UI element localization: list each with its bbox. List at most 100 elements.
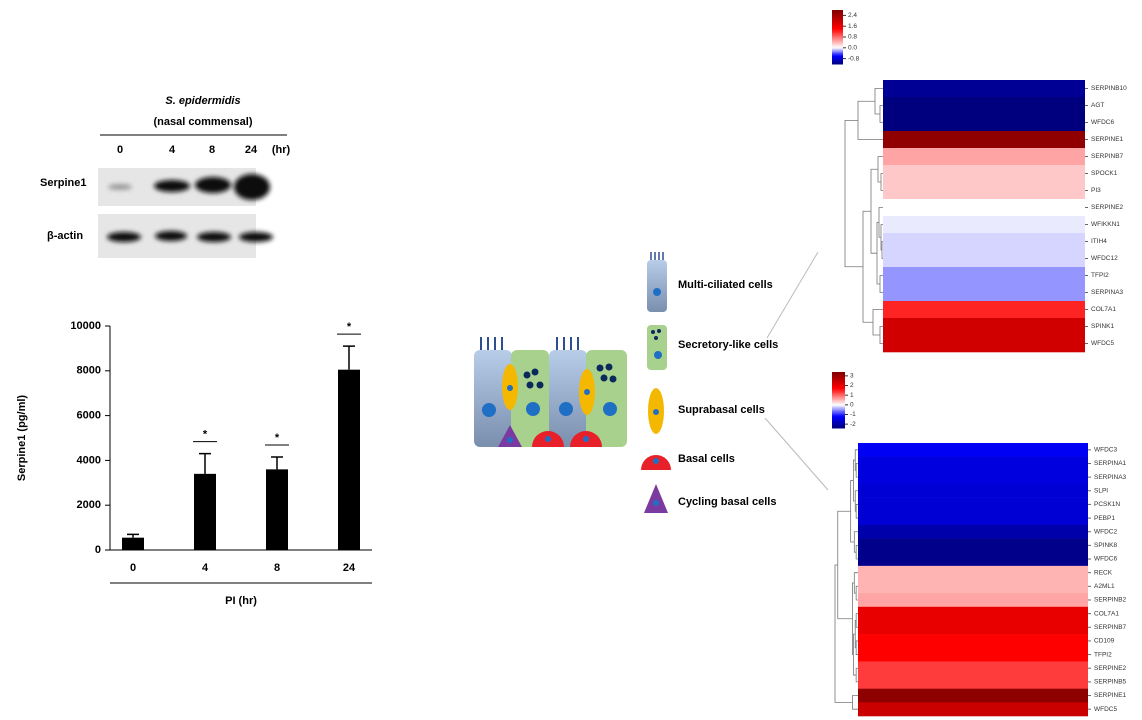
colorbar-tick-label: 1	[850, 392, 854, 399]
y-tick-label: 2000	[77, 499, 101, 511]
colorbar-segment	[832, 49, 843, 51]
heatmap-cell	[858, 524, 1088, 539]
colorbar-segment	[832, 379, 845, 381]
colorbar-segment	[832, 26, 843, 29]
row-label: SERPINA3	[1091, 289, 1124, 296]
heatmap-cell	[858, 606, 1088, 621]
colorbar-segment	[832, 377, 845, 380]
row-label: WFDC5	[1091, 340, 1114, 347]
error-bar	[199, 452, 211, 474]
row-label: SPOCK1	[1091, 170, 1118, 177]
bar	[266, 469, 288, 550]
row-label: PEBP1	[1094, 515, 1115, 522]
colorbar-segment	[832, 381, 845, 384]
x-tick-label: 8	[274, 562, 280, 574]
colorbar-segment	[832, 43, 843, 46]
dendrogram	[855, 463, 858, 478]
dendrogram	[855, 613, 858, 628]
row-label: WFDC2	[1094, 528, 1117, 535]
colorbar-segment	[832, 27, 843, 30]
dendrogram	[854, 449, 858, 471]
colorbar-segment	[832, 409, 845, 412]
error-bar	[127, 533, 139, 538]
dendrogram	[854, 490, 858, 512]
bar	[122, 537, 144, 550]
heatmap-cell	[883, 80, 1085, 98]
row-label: PCSK1N	[1094, 501, 1120, 508]
x-tick-label: 24	[343, 562, 356, 574]
row-label: SPINK8	[1094, 542, 1118, 549]
colorbar-segment	[832, 376, 845, 379]
row-label: SPINK1	[1091, 323, 1115, 330]
colorbar-segment	[832, 423, 845, 426]
y-tick-label: 0	[95, 544, 101, 556]
row-label: WFDC6	[1091, 119, 1114, 126]
heatmap-cell	[858, 470, 1088, 485]
dendrogram	[855, 544, 858, 560]
colorbar-segment	[832, 14, 843, 16]
colorbar-segment	[832, 12, 843, 15]
colorbar-segment	[832, 372, 845, 374]
colorbar-segment	[832, 22, 843, 24]
heatmap-cell	[883, 199, 1085, 217]
dendrogram	[874, 88, 883, 115]
colorbar-segment	[832, 387, 845, 390]
row-label: COL7A1	[1094, 610, 1119, 617]
colorbar-segment	[832, 55, 843, 58]
colorbar-segment	[832, 404, 845, 407]
colorbar-segment	[832, 10, 843, 12]
heatmap-cell	[858, 552, 1088, 567]
colorbar-segment	[832, 58, 843, 61]
heatmap-cell	[883, 216, 1085, 234]
cell-label: Suprabasal cells	[678, 404, 765, 416]
significance-label: *	[275, 432, 280, 444]
dendrogram	[880, 173, 883, 191]
colorbar-segment	[832, 414, 845, 416]
colorbar-segment	[832, 37, 843, 39]
colorbar-segment	[832, 11, 843, 14]
colorbar-segment	[832, 51, 843, 54]
dendrogram	[855, 585, 858, 601]
error-bar	[343, 345, 355, 370]
x-tick-label: 0	[130, 562, 136, 574]
colorbar-segment	[832, 395, 845, 398]
y-tick-label: 6000	[77, 410, 101, 422]
colorbar-segment	[832, 426, 845, 429]
heatmap-cell	[883, 165, 1085, 183]
blot-subtitle: (nasal commensal)	[153, 116, 252, 128]
cell-label: Secretory-like cells	[678, 339, 778, 351]
colorbar-segment	[832, 57, 843, 60]
colorbar-segment	[832, 19, 843, 22]
heatmap-cell	[883, 267, 1085, 285]
bar	[338, 369, 360, 550]
row-label: SERPINB2	[1094, 597, 1127, 604]
row-label: WFIKKN1	[1091, 221, 1120, 228]
lane-label: 0	[117, 144, 123, 156]
colorbar-tick-label: -1	[850, 411, 856, 418]
colorbar-segment	[832, 41, 843, 43]
colorbar-segment	[832, 45, 843, 47]
row-label: WFDC5	[1094, 706, 1117, 713]
colorbar-tick-label: 0.8	[848, 34, 857, 41]
lane-label: 24	[245, 144, 258, 156]
heatmap-cell	[858, 456, 1088, 471]
colorbar-tick-label: 3	[850, 373, 854, 380]
colorbar-segment	[832, 373, 845, 376]
connector	[766, 251, 819, 339]
colorbar-segment	[832, 393, 845, 395]
dendrogram	[879, 105, 883, 123]
heatmap-cell	[883, 301, 1085, 319]
colorbar-tick-label: 2.4	[848, 12, 857, 19]
colorbar-segment	[832, 400, 845, 402]
colorbar-segment	[832, 390, 845, 393]
colorbar-segment	[832, 412, 845, 415]
colorbar-tick-label: 0	[850, 402, 854, 409]
row-label: SERPINE1	[1091, 136, 1124, 143]
error-bar	[271, 456, 283, 470]
colorbar-segment	[832, 398, 845, 401]
colorbar-segment	[832, 42, 843, 45]
row-label: SERPINB7	[1094, 624, 1127, 631]
colorbar-tick-label: 2	[850, 382, 854, 389]
colorbar-segment	[832, 61, 843, 64]
